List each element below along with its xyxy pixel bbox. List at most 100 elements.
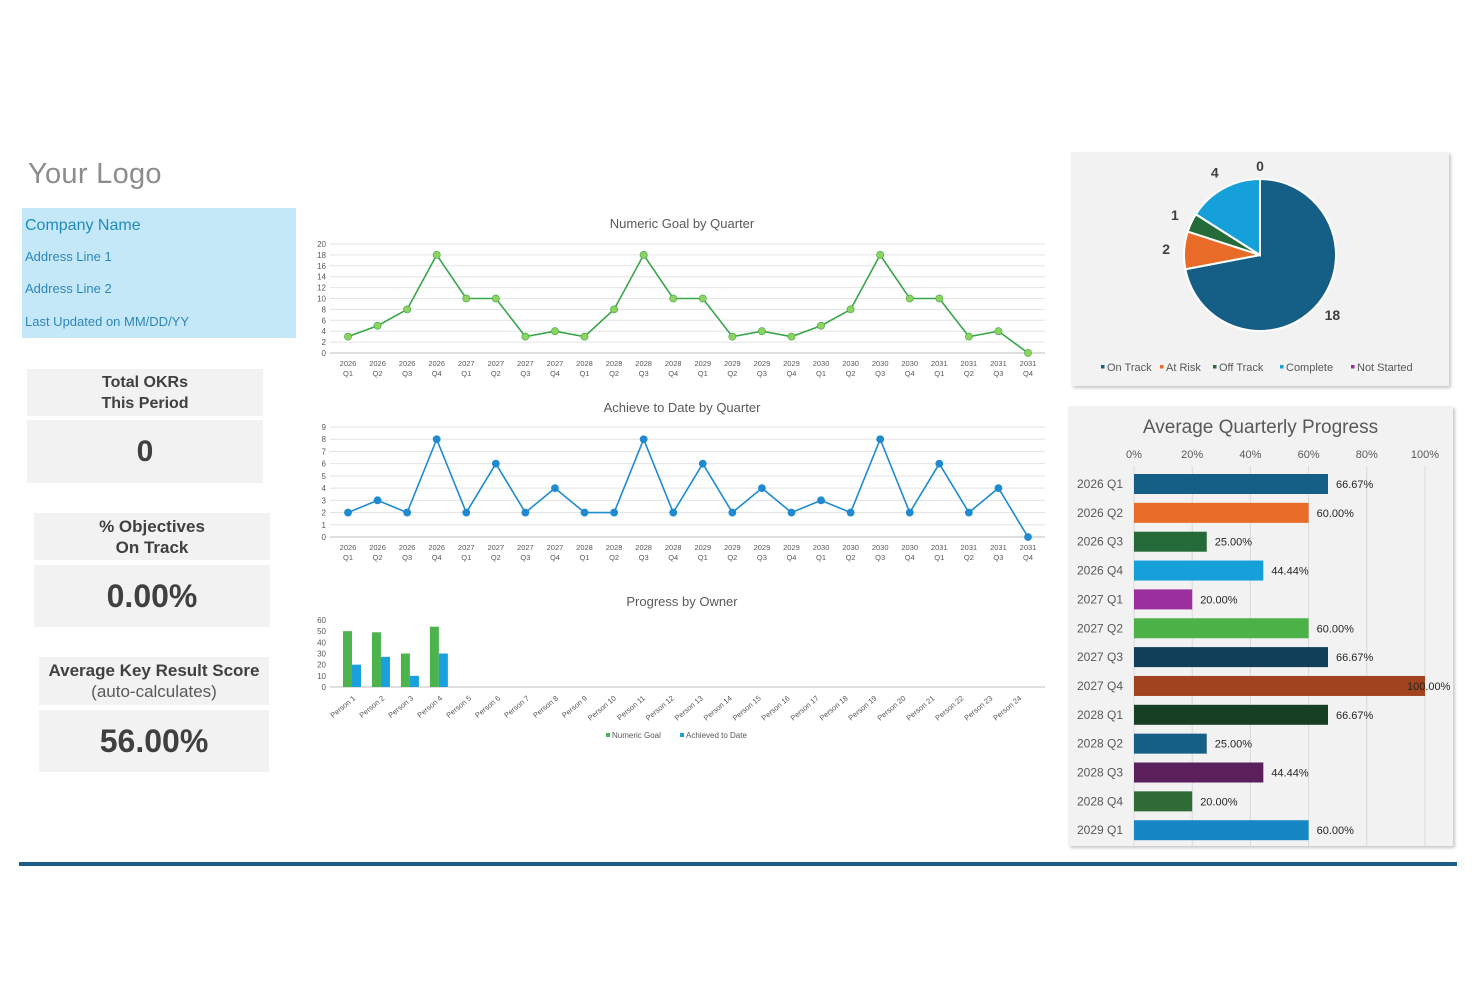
bottom-divider [19, 862, 1457, 866]
pie-legend-swatch [1213, 365, 1217, 369]
achieve-x-tick-quarter: Q2 [846, 553, 856, 562]
achieve-x-tick-year: 2031 [990, 543, 1007, 552]
owner-y-tick-label: 0 [322, 683, 327, 692]
goal-y-tick-label: 8 [322, 305, 327, 314]
owner-bar-achieved [352, 664, 361, 687]
hbar-bar [1134, 704, 1329, 725]
achieve-x-tick-year: 2028 [606, 543, 623, 552]
pie-data-label: 18 [1325, 307, 1341, 323]
achieve-x-tick-year: 2027 [517, 543, 534, 552]
hbar-category-label: 2029 Q1 [1077, 823, 1123, 837]
last-updated: Last Updated on MM/DD/YY [25, 314, 190, 329]
owner-category-label: Person 6 [473, 694, 502, 720]
chart-title-numeric-goal: Numeric Goal by Quarter [609, 216, 755, 231]
goal-data-point [817, 321, 825, 330]
goal-x-tick-quarter: Q4 [668, 369, 678, 378]
pie-legend-label: On Track [1107, 362, 1152, 374]
hbar-category-label: 2027 Q1 [1077, 592, 1123, 606]
pie-data-label: 4 [1211, 165, 1219, 181]
achieve-data-point [846, 508, 855, 517]
achieve-data-point [905, 508, 914, 517]
goal-data-point [610, 305, 618, 314]
achieve-x-tick-year: 2028 [635, 543, 652, 552]
total-okrs-header: Total OKRs This Period [27, 369, 263, 416]
goal-data-point [373, 321, 382, 330]
goal-x-tick-year: 2031 [931, 359, 948, 368]
goal-x-tick-quarter: Q4 [1023, 369, 1033, 378]
company-name: Company Name [25, 217, 141, 234]
goal-data-point [758, 327, 766, 336]
hbar-bar [1134, 531, 1207, 552]
hbar-bar [1134, 820, 1309, 841]
achieve-x-tick-quarter: Q2 [491, 553, 501, 562]
owner-bar-achieved [380, 656, 390, 687]
goal-x-tick-year: 2029 [754, 359, 771, 368]
goal-x-tick-year: 2027 [458, 359, 475, 368]
achieve-y-tick-label: 6 [322, 460, 327, 469]
achieve-data-point [432, 435, 441, 444]
achieve-x-tick-year: 2031 [961, 543, 978, 552]
achieve-x-tick-year: 2026 [340, 543, 357, 552]
achieve-data-point [551, 484, 559, 493]
goal-y-tick-label: 12 [317, 284, 326, 293]
goal-x-tick-quarter: Q2 [609, 369, 619, 378]
achieve-x-tick-year: 2030 [872, 543, 889, 552]
owner-category-label: Person 2 [357, 694, 386, 720]
achieve-data-point [580, 508, 589, 517]
goal-data-point [1024, 349, 1032, 357]
hbar-data-label: 20.00% [1200, 594, 1238, 606]
goal-y-tick-label: 20 [317, 240, 326, 249]
owner-bar-achieved [409, 675, 419, 687]
achieve-data-point [817, 496, 825, 505]
hbar-bar [1134, 474, 1329, 494]
address-line-1: Address Line 1 [25, 249, 112, 264]
goal-y-tick-label: 6 [322, 316, 327, 325]
hbar-bar [1134, 618, 1309, 639]
owner-category-label: Person 9 [560, 694, 589, 720]
goal-x-tick-quarter: Q1 [580, 369, 590, 378]
goal-x-tick-quarter: Q1 [934, 369, 944, 378]
owner-category-label: Person 5 [444, 694, 473, 720]
achieve-x-tick-quarter: Q1 [343, 553, 353, 562]
owner-category-label: Person 11 [615, 694, 647, 723]
goal-data-point [462, 294, 471, 303]
goal-data-point [876, 250, 885, 259]
avg-quarterly-progress-bar-chart: 0% 20% 40% 60% 80% 100% 2026 Q1 66.67% 2026 Q2 60… [1077, 449, 1451, 846]
pie-legend-label: Off Track [1219, 362, 1264, 374]
achieve-x-tick-year: 2031 [1020, 543, 1037, 552]
hbar-bar [1134, 560, 1264, 581]
hbar-category-label: 2028 Q4 [1077, 794, 1123, 808]
goal-x-tick-year: 2026 [428, 359, 445, 368]
goal-data-point [964, 332, 973, 341]
objectives-label-2: On Track [115, 537, 189, 557]
achieve-x-tick-year: 2031 [931, 543, 948, 552]
goal-data-point [669, 294, 678, 303]
achieve-x-tick-quarter: Q3 [875, 553, 885, 562]
achieve-x-tick-quarter: Q4 [905, 553, 915, 562]
achieve-x-tick-quarter: Q4 [786, 553, 796, 562]
owner-bar-goal [400, 653, 410, 687]
goal-x-tick-quarter: Q1 [698, 369, 708, 378]
goal-x-tick-quarter: Q1 [461, 369, 471, 378]
hbar-data-label: 44.44% [1271, 566, 1309, 578]
owner-legend-label-goal: Numeric Goal [612, 731, 661, 740]
owner-bar-achieved [438, 653, 448, 687]
owner-category-label: Person 16 [760, 694, 792, 723]
owner-category-label: Person 23 [962, 694, 994, 723]
achieve-x-tick-quarter: Q1 [461, 553, 471, 562]
chart-title-avg-quarterly-progress: Average Quarterly Progress [1142, 417, 1379, 438]
achieve-data-point [521, 508, 530, 517]
hbar-x-tick-label: 40% [1239, 449, 1261, 461]
owner-category-label: Person 18 [818, 694, 850, 723]
hbar-x-tick-label: 20% [1181, 449, 1203, 461]
goal-data-point [432, 250, 441, 259]
pie-legend-swatch [1280, 365, 1284, 369]
hbar-bar [1134, 733, 1207, 754]
owner-bar-goal [343, 631, 352, 687]
hbar-data-label: 25.00% [1215, 739, 1253, 751]
achieve-y-tick-label: 4 [322, 484, 327, 493]
hbar-bar [1134, 791, 1193, 812]
address-line-2: Address Line 2 [25, 281, 112, 296]
goal-x-tick-quarter: Q3 [402, 369, 412, 378]
owner-category-label: Person 17 [789, 694, 821, 723]
